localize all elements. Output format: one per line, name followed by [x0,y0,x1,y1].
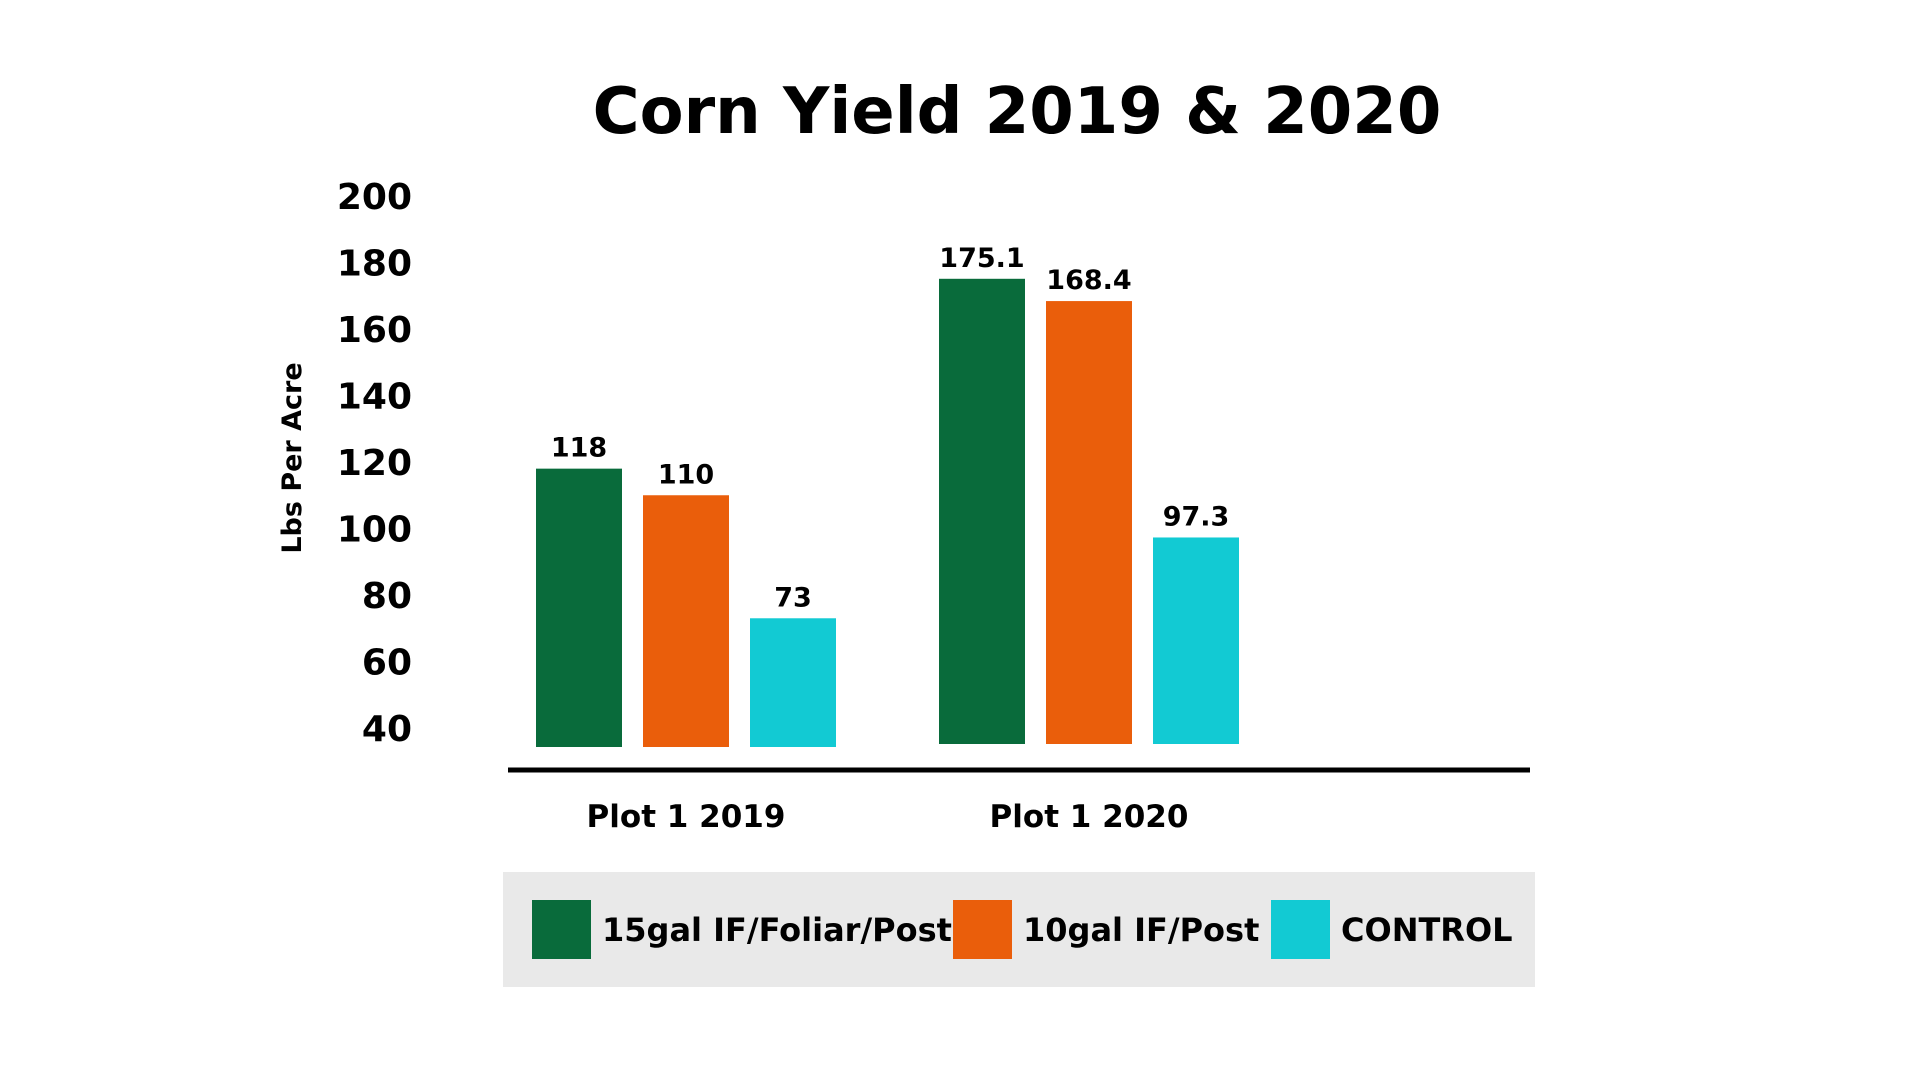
legend-swatch [953,900,1012,959]
data-label: 168.4 [1046,265,1131,296]
chart-title: Corn Yield 2019 & 2020 [593,75,1442,149]
legend: 15gal IF/Foliar/Post 10gal IF/Post CONTROL [503,872,1535,987]
y-tick-label: 100 [337,510,412,551]
data-labels: 118 175.1 110 168.4 73 97.3 [551,243,1230,613]
y-tick-label: 160 [337,310,412,351]
y-tick-label: 180 [337,244,412,285]
bar [939,278,1025,744]
bar [1153,537,1239,744]
category-labels: Plot 1 2019 Plot 1 2020 [587,799,1189,835]
data-label: 97.3 [1163,501,1230,532]
y-axis-ticks: 40 60 80 100 120 140 160 180 200 [337,177,412,750]
data-label: 118 [551,433,607,464]
y-tick-label: 40 [362,709,412,750]
bar-series [536,278,1239,747]
y-tick-label: 120 [337,443,412,484]
data-label: 175.1 [939,243,1024,274]
legend-swatch [1271,900,1330,959]
legend-label: 10gal IF/Post [1023,911,1259,949]
y-axis-label: Lbs Per Acre [277,362,308,553]
data-label: 110 [658,459,714,490]
bar [536,468,622,747]
category-label: Plot 1 2019 [587,799,786,835]
bar [643,495,729,747]
legend-swatch [532,900,591,959]
bar [750,618,836,747]
bar [1046,301,1132,744]
data-label: 73 [774,582,812,613]
legend-label: CONTROL [1341,911,1513,949]
y-tick-label: 60 [362,643,412,684]
y-tick-label: 140 [337,377,412,418]
y-tick-label: 80 [362,576,412,617]
y-tick-label: 200 [337,177,412,218]
legend-label: 15gal IF/Foliar/Post [602,911,952,949]
category-label: Plot 1 2020 [990,799,1189,835]
legend-background [503,872,1535,987]
